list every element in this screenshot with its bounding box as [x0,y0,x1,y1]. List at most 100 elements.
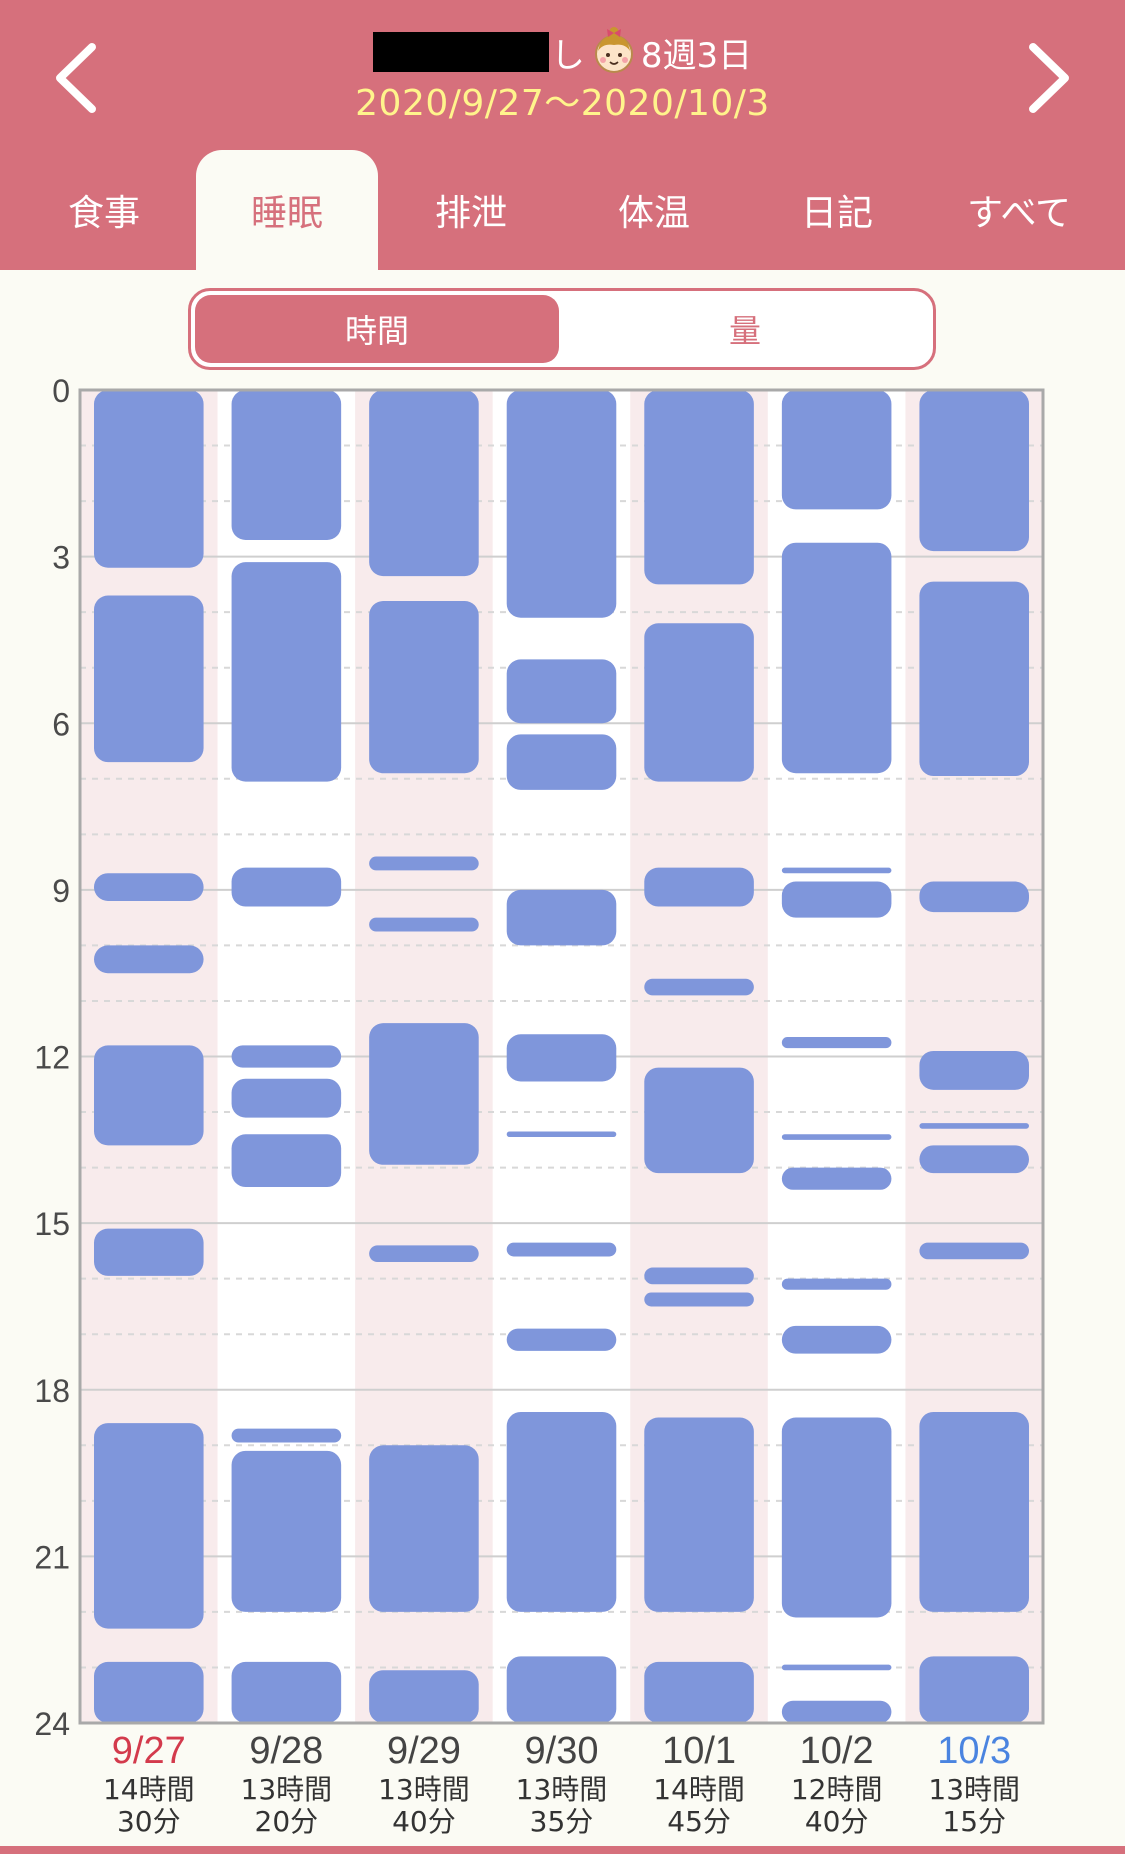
sleep-bar [506,1242,617,1257]
daily-total-hours: 13時間 [516,1773,608,1806]
x-date-label: 10/3 [937,1730,1011,1772]
segment-time-button[interactable]: 時間 [195,295,559,363]
y-tick-label: 0 [52,373,70,409]
tab-all[interactable]: すべて [966,193,1072,234]
x-date-label: 9/30 [525,1730,599,1772]
sleep-bar [369,856,479,871]
footer-bar [0,1846,1125,1854]
y-tick-label: 6 [52,706,70,742]
y-tick-label: 3 [52,540,70,576]
sleep-bar [369,1023,479,1165]
daily-total-hours: 14時間 [653,1773,745,1806]
sleep-bar [781,1700,892,1723]
tab-sleep[interactable]: 睡眠 [196,150,378,270]
sleep-bar [919,1411,1029,1612]
sleep-bar [781,390,892,510]
sleep-bar [506,1131,617,1138]
chevron-right-icon[interactable] [1015,38,1085,118]
sleep-bar [781,1134,892,1140]
sleep-bar [919,1145,1029,1174]
sleep-bar [94,945,204,974]
sleep-bar [781,1167,892,1190]
sleep-bar [919,1242,1029,1260]
sleep-bar [919,1123,1029,1129]
sleep-bar [231,390,342,540]
sleep-bar [369,1670,479,1723]
sleep-bar [506,1034,617,1082]
sleep-bar [369,1445,479,1612]
name-tail: し [550,35,585,76]
y-tick-label: 12 [34,1040,70,1076]
header-bar: し 8週3日 2020/9/27〜2020/10/3 食事 睡眠 排泄 体温 日… [0,0,1125,270]
chevron-left-icon[interactable] [40,38,110,118]
sleep-bar [506,734,617,790]
tab-excretion[interactable]: 排泄 [434,193,507,234]
x-date-label: 10/1 [662,1730,736,1772]
sleep-bar [231,1045,342,1068]
sleep-bar [231,1134,342,1188]
view-mode-toggle: 時間 量 [188,288,936,370]
daily-total-minutes: 35分 [530,1805,594,1838]
tab-temperature[interactable]: 体温 [617,193,690,234]
daily-total-hours: 13時間 [928,1773,1020,1806]
sleep-bar [644,978,754,996]
daily-total-hours: 13時間 [378,1773,470,1806]
sleep-timeline-chart: 036912151821249/2714時間30分9/2813時間20分9/29… [34,373,1045,1838]
sleep-bar [94,390,204,568]
y-tick-label: 15 [34,1206,70,1242]
x-date-label: 9/27 [112,1730,186,1772]
sleep-bar [781,542,892,774]
sleep-bar [644,390,754,585]
sleep-bar [781,1278,892,1290]
tab-diary[interactable]: 日記 [800,193,873,234]
sleep-bar [644,867,754,907]
sleep-bar [506,659,617,724]
daily-total-minutes: 40分 [392,1805,456,1838]
sleep-bar [369,1245,479,1263]
age-label: 8週3日 [640,35,753,76]
sleep-bar [506,1411,617,1612]
daily-total-minutes: 40分 [805,1805,869,1838]
sleep-bar [919,390,1029,552]
redacted-name [372,32,549,72]
sleep-bar [94,1228,204,1276]
sleep-bar [94,1423,204,1629]
sleep-bar [506,889,617,946]
sleep-bar [781,1325,892,1354]
sleep-bar [644,1292,754,1307]
baby-face-icon [589,25,639,79]
x-date-label: 9/29 [387,1730,461,1772]
sleep-bar [231,1428,342,1443]
sleep-bar [231,1078,342,1118]
x-date-label: 10/2 [800,1730,874,1772]
sleep-bar [644,1067,754,1174]
sleep-bar [231,1450,342,1612]
sleep-bar [644,1267,754,1285]
y-tick-label: 18 [34,1373,70,1409]
sleep-bar [231,867,342,907]
sleep-bar [919,881,1029,913]
daily-total-minutes: 30分 [117,1805,181,1838]
sleep-bar [369,390,479,577]
sleep-bar [919,1050,1029,1090]
tab-meal[interactable]: 食事 [67,193,140,234]
sleep-bar [506,1656,617,1723]
sleep-bar [644,623,754,782]
sleep-bar [644,1661,754,1723]
segment-amount-button[interactable]: 量 [728,312,761,350]
sleep-bar [369,601,479,774]
sleep-bar [781,1417,892,1618]
sleep-bar [506,390,617,618]
sleep-bar [94,873,204,901]
x-date-label: 9/28 [249,1730,323,1772]
child-title: し 8週3日 [0,22,1125,82]
daily-total-hours: 13時間 [241,1773,333,1806]
sleep-bar [919,581,1029,777]
sleep-bar [781,1664,892,1671]
sleep-bar [644,1417,754,1612]
y-tick-label: 21 [34,1539,70,1575]
sleep-bar [506,1328,617,1351]
daily-total-hours: 12時間 [791,1773,883,1806]
daily-total-hours: 14時間 [103,1773,195,1806]
y-tick-label: 24 [34,1706,70,1742]
